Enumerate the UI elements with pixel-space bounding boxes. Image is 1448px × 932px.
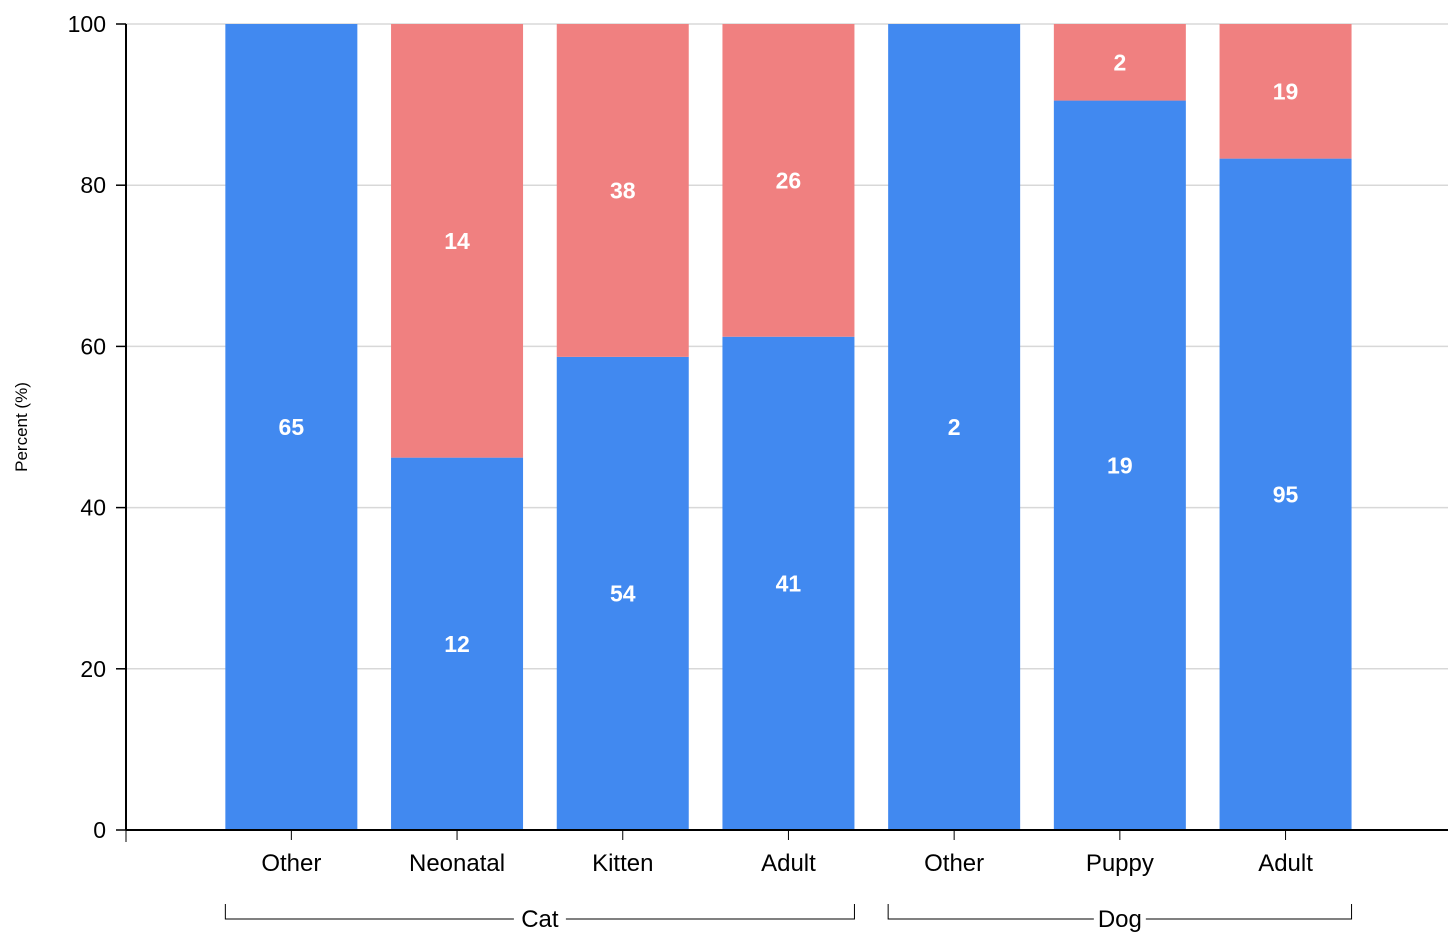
x-tick-label: Other [261, 850, 321, 877]
x-tick-label: Other [924, 850, 984, 877]
axes: Percent (%) [12, 24, 1448, 831]
y-tick-label: 100 [68, 11, 106, 37]
x-tick-label: Adult [1258, 850, 1313, 877]
bar-segment [556, 24, 689, 357]
y-tick-label: 80 [80, 172, 106, 198]
bar-segment [225, 24, 358, 830]
data-label: 95 [1273, 481, 1299, 507]
x-tick-label: Kitten [592, 850, 653, 877]
data-label: 2 [948, 414, 961, 440]
bar-segment [888, 24, 1021, 830]
data-label: 26 [776, 167, 802, 193]
data-label: 38 [610, 177, 636, 203]
bar-segment [1053, 100, 1186, 830]
data-label: 14 [444, 228, 470, 254]
group-label: Cat [521, 906, 559, 932]
bar-segment [556, 356, 689, 830]
y-ticks: 0 20 40 60 80 100 [68, 11, 127, 843]
group-bracket-right [565, 904, 855, 920]
group-brackets: Cat Dog [224, 904, 1353, 932]
group-bracket-left [887, 904, 1094, 920]
x-tick-label: Adult [761, 850, 816, 877]
y-tick-label: 20 [80, 656, 106, 682]
bar-segment [722, 336, 855, 830]
y-tick-label: 40 [80, 495, 106, 521]
bar-segment [722, 24, 855, 337]
data-label: 19 [1107, 452, 1133, 478]
x-labels: Other Neonatal Kitten Adult Other Puppy Adult [261, 830, 1313, 877]
bars: 65 12 14 54 38 41 26 2 19 2 95 19 [225, 24, 1352, 831]
data-label: 2 [1113, 49, 1126, 75]
y-axis-label: Percent (%) [12, 382, 31, 472]
bar-segment [391, 457, 524, 830]
x-tick-label: Neonatal [409, 850, 505, 877]
y-tick-label: 60 [80, 333, 106, 359]
bar-segment [391, 24, 524, 458]
group-bracket-left [224, 904, 514, 920]
data-label: 19 [1273, 78, 1299, 104]
data-label: 65 [279, 414, 305, 440]
data-label: 54 [610, 580, 636, 606]
x-tick-label: Puppy [1086, 850, 1154, 877]
group-bracket-right [1145, 904, 1353, 920]
y-tick-label: 0 [93, 817, 106, 843]
data-label: 41 [776, 570, 802, 596]
group-label: Dog [1098, 906, 1142, 932]
data-label: 12 [444, 631, 470, 657]
bar-segment [1219, 24, 1352, 159]
bar-segment [1219, 158, 1352, 831]
bar-segment [1053, 24, 1186, 101]
